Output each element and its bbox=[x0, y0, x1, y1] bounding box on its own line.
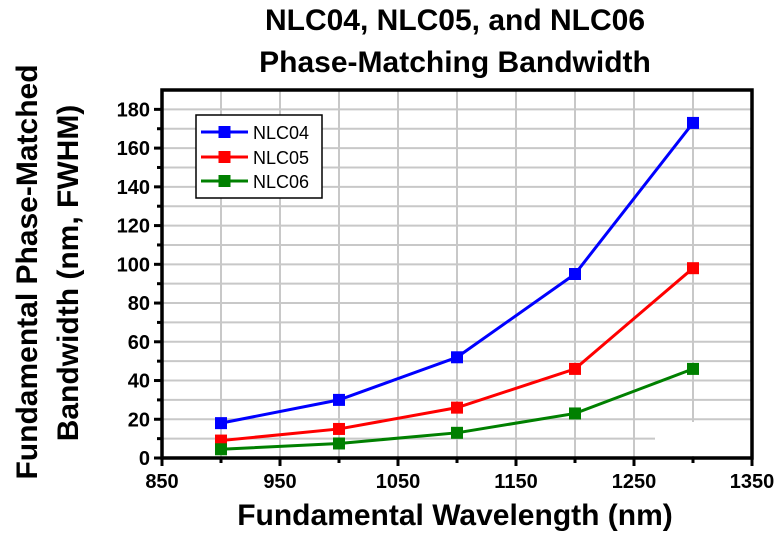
data-point-nlc04 bbox=[215, 417, 227, 430]
x-tick-label: 1350 bbox=[730, 471, 775, 493]
grid bbox=[162, 90, 752, 458]
y-tick-label: 20 bbox=[128, 409, 150, 431]
chart-title-line-1: NLC04, NLC05, and NLC06 bbox=[265, 4, 645, 37]
x-tick-label: 1150 bbox=[494, 471, 537, 493]
y-axis-title-line-2: Bandwidth (nm, FWHM) bbox=[52, 105, 85, 442]
data-point-nlc04 bbox=[333, 393, 345, 406]
data-point-nlc06 bbox=[569, 407, 581, 420]
x-tick-label: 850 bbox=[145, 471, 178, 493]
blank-patch bbox=[655, 422, 751, 456]
y-tick-label: 100 bbox=[117, 254, 150, 276]
data-point-nlc06 bbox=[215, 443, 227, 456]
data-point-nlc04 bbox=[687, 116, 699, 129]
x-tick-label: 950 bbox=[263, 471, 296, 493]
legend-marker-nlc05 bbox=[218, 151, 231, 163]
legend: NLC04 NLC05 NLC06 bbox=[195, 114, 323, 199]
data-point-nlc05 bbox=[451, 401, 463, 414]
legend-label-nlc04: NLC04 bbox=[253, 123, 309, 143]
chart-title-line-2: Phase-Matching Bandwidth bbox=[259, 46, 651, 79]
legend-label-nlc06: NLC06 bbox=[253, 172, 309, 192]
y-tick-label: 180 bbox=[117, 99, 150, 121]
legend-marker-nlc04 bbox=[218, 126, 231, 138]
y-tick-label: 140 bbox=[117, 177, 150, 199]
y-axis-title-line-1: Fundamental Phase-Matched bbox=[11, 64, 44, 479]
x-tick-label: 1250 bbox=[612, 471, 657, 493]
ticks: 850 950 1050 1150 1250 1350 0 20 40 60 80 100 120 140… bbox=[117, 99, 775, 493]
data-point-nlc06 bbox=[333, 437, 345, 450]
y-tick-label: 120 bbox=[117, 216, 150, 238]
series-group bbox=[215, 116, 699, 456]
legend-label-nlc05: NLC05 bbox=[253, 148, 309, 168]
data-point-nlc06 bbox=[687, 362, 699, 375]
legend-marker-nlc06 bbox=[218, 175, 231, 187]
y-tick-label: 80 bbox=[128, 293, 150, 315]
data-point-nlc04 bbox=[569, 268, 581, 280]
y-tick-label: 160 bbox=[117, 138, 150, 160]
data-point-nlc04 bbox=[451, 351, 463, 364]
data-point-nlc05 bbox=[687, 262, 699, 275]
data-point-nlc06 bbox=[451, 426, 463, 439]
x-tick-label: 1050 bbox=[376, 471, 421, 493]
y-tick-label: 0 bbox=[139, 448, 150, 470]
y-tick-label: 40 bbox=[128, 371, 150, 393]
x-axis-title: Fundamental Wavelength (nm) bbox=[237, 499, 673, 532]
data-point-nlc05 bbox=[569, 362, 581, 375]
y-tick-label: 60 bbox=[128, 332, 150, 354]
data-point-nlc05 bbox=[333, 422, 345, 435]
